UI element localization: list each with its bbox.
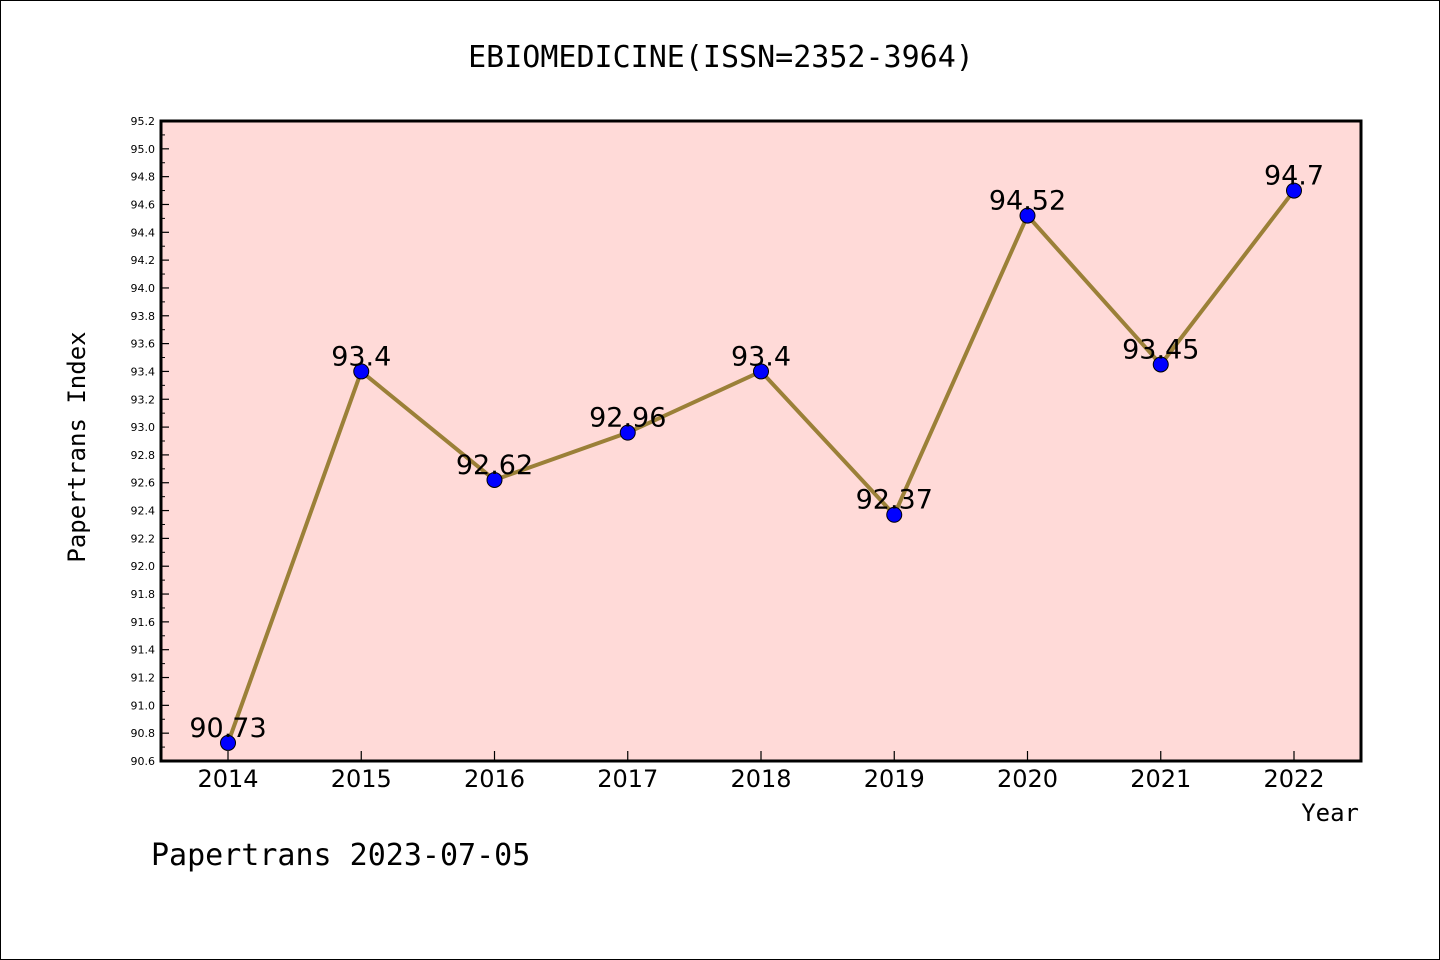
data-point — [1286, 182, 1302, 199]
y-tick-label: 92.4 — [131, 505, 156, 518]
data-label: 93.45 — [1122, 334, 1199, 365]
x-tick-label: 2021 — [1130, 765, 1191, 793]
y-tick-label: 93.4 — [131, 365, 156, 378]
y-tick-label: 94.6 — [131, 198, 156, 211]
y-axis-label: Papertrans Index — [63, 331, 91, 562]
y-tick-label: 90.8 — [131, 727, 156, 740]
x-tick-label: 2020 — [997, 765, 1058, 793]
line-segment — [625, 369, 763, 435]
data-point — [486, 471, 503, 488]
y-tick-label: 92.0 — [131, 560, 156, 573]
y-tick-label: 93.8 — [131, 310, 156, 323]
data-point — [1019, 207, 1036, 224]
line-segment — [359, 369, 497, 482]
footer-text: Papertrans 2023-07-05 — [151, 838, 530, 873]
y-tick-label: 95.0 — [131, 143, 156, 156]
data-label: 92.62 — [456, 450, 533, 481]
x-tick-label: 2018 — [730, 765, 791, 793]
y-tick-label: 95.2 — [131, 115, 156, 128]
line-segment — [759, 369, 897, 517]
y-tick-label: 94.0 — [131, 282, 156, 295]
data-point — [886, 506, 903, 523]
x-tick-label: 2016 — [464, 765, 525, 793]
x-tick-label: 2015 — [331, 765, 392, 793]
y-tick-label: 91.6 — [131, 616, 156, 629]
y-tick-label: 93.0 — [131, 421, 156, 434]
data-label: 93.4 — [331, 341, 391, 372]
x-tick-label: 2014 — [197, 765, 258, 793]
y-tick-label: 92.2 — [131, 532, 156, 545]
x-tick-label: 2022 — [1263, 765, 1324, 793]
series-points — [220, 182, 1302, 751]
y-tick-label: 93.6 — [131, 338, 156, 351]
x-axis: 2014 2015 2016 2017 2018 2019 2020 2021 2022 — [197, 751, 1325, 793]
y-tick-label: 92.8 — [131, 449, 156, 462]
series-line — [226, 188, 1296, 745]
y-tick-label: 91.8 — [131, 588, 156, 601]
chart-title: EBIOMEDICINE(ISSN=2352-3964) — [468, 40, 974, 75]
x-tick-label: 2019 — [864, 765, 925, 793]
line-segment — [492, 430, 630, 482]
y-tick-label: 94.4 — [131, 226, 156, 239]
line-segment — [226, 369, 364, 745]
y-tick-label: 92.6 — [131, 477, 156, 490]
y-axis: 90.6 90.8 91.0 91.2 91.4 91.6 91.8 92.0 92.2 92.4… — [131, 115, 169, 768]
data-label: 94.7 — [1264, 161, 1324, 192]
y-tick-label: 91.4 — [131, 644, 156, 657]
data-label: 90.73 — [189, 713, 266, 744]
data-point — [353, 363, 370, 380]
y-tick-label: 91.0 — [131, 699, 156, 712]
plot-area — [159, 119, 1363, 763]
data-point — [220, 734, 236, 751]
line-segment — [892, 213, 1030, 517]
y-tick-label: 94.2 — [131, 254, 156, 267]
y-tick-label: 90.6 — [131, 755, 156, 768]
x-axis-label: Year — [1301, 799, 1359, 827]
data-point — [619, 424, 636, 441]
x-tick-label: 2017 — [597, 765, 658, 793]
data-point — [753, 363, 769, 380]
y-tick-label: 91.2 — [131, 672, 156, 685]
data-labels: 90.73 93.4 92.62 92.96 93.4 92.37 94.52 93.45 94… — [189, 161, 1324, 744]
line-segment — [1158, 188, 1296, 367]
line-segment — [1025, 213, 1163, 367]
data-label: 92.96 — [589, 403, 666, 434]
data-label: 93.4 — [731, 341, 791, 372]
data-label: 94.52 — [989, 186, 1066, 217]
y-tick-label: 93.2 — [131, 393, 156, 406]
y-tick-label: 94.8 — [131, 171, 156, 184]
data-point — [1152, 356, 1169, 373]
data-label: 92.37 — [856, 485, 933, 516]
